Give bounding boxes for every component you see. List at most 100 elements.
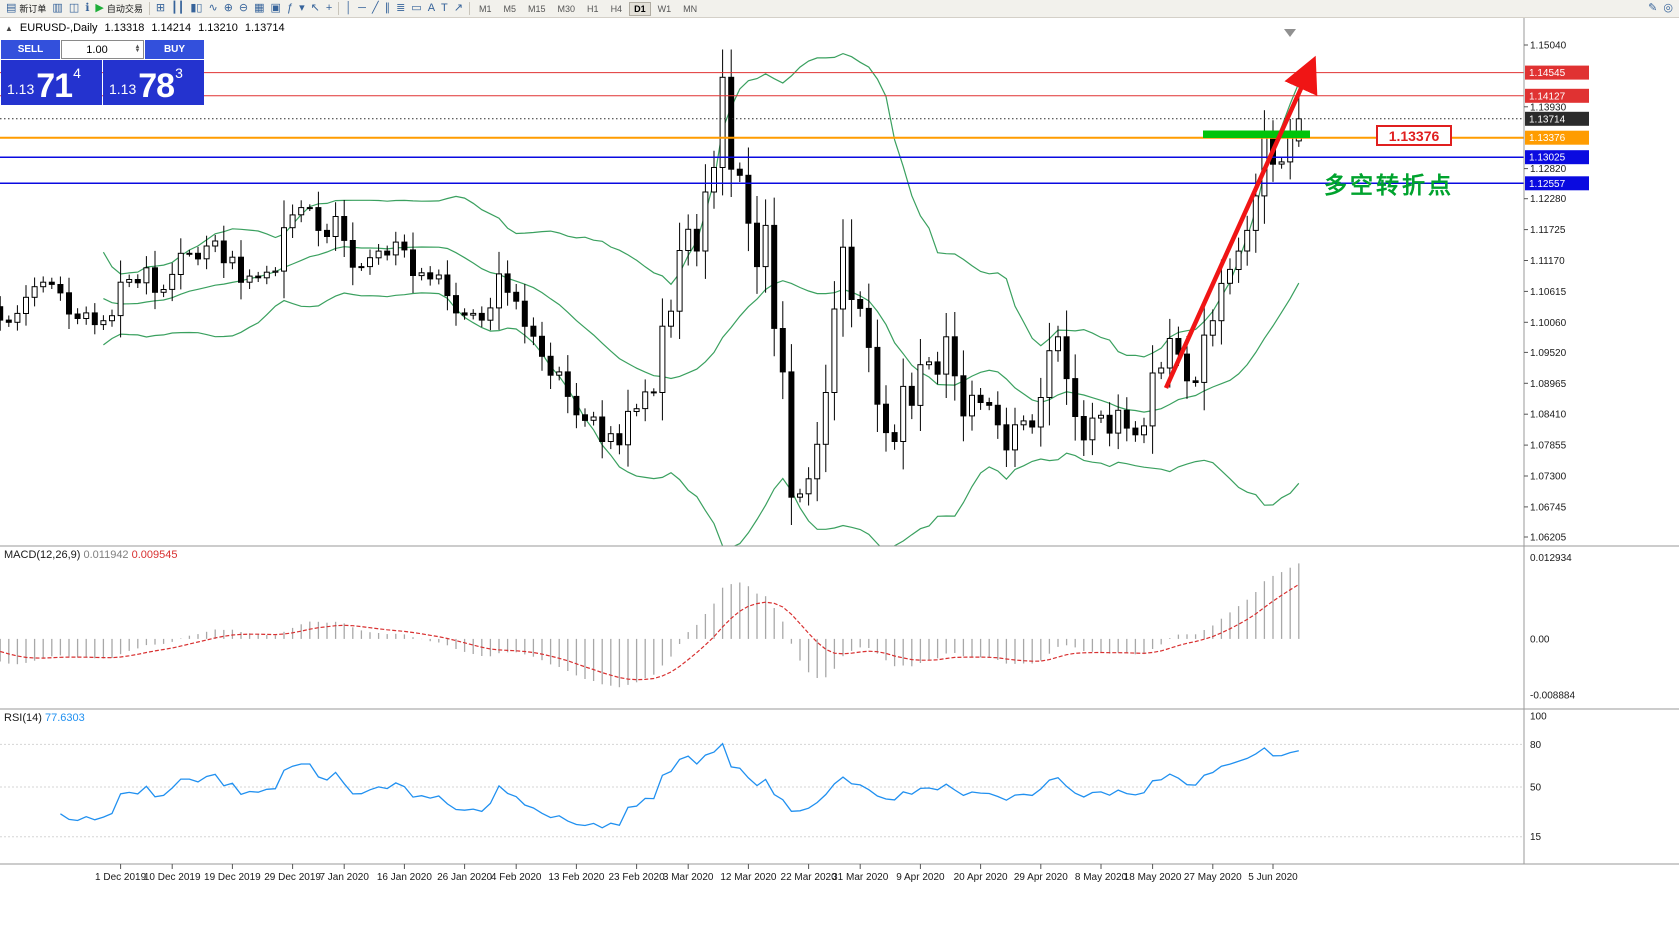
data-window-icon[interactable]: ◫	[66, 1, 82, 17]
timeframe-h1[interactable]: H1	[587, 3, 599, 14]
shapes-icon[interactable]: ▭	[408, 1, 424, 17]
chart-objects	[1163, 55, 1318, 389]
main-toolbar: ▤ 新订单 ▥ ◫ ℹ ▶ 自动交易 ⊞ ┃┃ ▮▯ ∿ ⊕ ⊖ ▦ ▣ ƒ ▾ ↖ + │ ─ ╱ ∥ ≣ ▭ A T ↗ M1 M5 M…	[0, 0, 1679, 18]
timeframe-h4[interactable]: H4	[610, 3, 623, 14]
timeframe-m1[interactable]: M1	[478, 3, 492, 14]
buy-button[interactable]: BUY	[145, 40, 204, 59]
chart-symbol: EURUSD-,Daily	[19, 22, 98, 34]
sell-price-button[interactable]: 1.13 71 4	[1, 60, 102, 105]
price-badge: 1.13714	[1525, 111, 1589, 126]
trendline-icon[interactable]: ╱	[369, 1, 382, 17]
zoom-out-icon[interactable]: ⊖	[236, 1, 251, 17]
price-tick-label: 1.06745	[1530, 502, 1567, 513]
date-label: 23 Feb 2020	[609, 872, 666, 883]
price-tick-label: 1.09520	[1530, 348, 1567, 359]
timeframe-m30[interactable]: M30	[557, 3, 576, 14]
date-label: 8 May 2020	[1075, 872, 1128, 883]
arrows-icon: ↗	[453, 2, 463, 14]
price-tick-label: 1.12820	[1530, 164, 1567, 175]
date-label: 3 Mar 2020	[663, 872, 714, 883]
one-click-trade-panel: SELL 1.00 ▲ ▼ BUY 1.13 71 4 1.13 78 3	[1, 40, 204, 105]
indicators-icon: ƒ	[286, 2, 294, 14]
support-bar-object[interactable]	[1203, 130, 1310, 139]
market-watch-icon[interactable]: ▥	[49, 1, 65, 17]
rsi-line	[60, 742, 1299, 829]
indicators-icon[interactable]: ƒ	[284, 1, 296, 17]
volume-spinner[interactable]: ▲ ▼	[132, 43, 143, 54]
edit-icon: ✎	[1648, 2, 1658, 14]
price-tick-label: 1.10060	[1530, 318, 1567, 329]
fibonacci-icon[interactable]: ≣	[393, 1, 408, 17]
timeframe-w1[interactable]: W1	[657, 3, 672, 14]
timeframe-d1[interactable]: D1	[629, 1, 651, 16]
annotation-text-object[interactable]: 多空转折点	[1324, 172, 1454, 198]
trend-arrow-object[interactable]	[1163, 55, 1318, 389]
buy-price-base: 1.13	[109, 81, 137, 97]
new-chart-icon[interactable]: ⊞	[153, 1, 168, 17]
spin-up-icon[interactable]: ▲	[134, 43, 141, 50]
price-tick-label: 1.11725	[1530, 225, 1566, 236]
candlestick-chart-icon: ▮▯	[190, 2, 203, 14]
horizontal-line-icon[interactable]: ─	[355, 1, 369, 17]
rsi-tick-label: 50	[1530, 783, 1542, 794]
horizontal-line-icon: ─	[358, 2, 366, 14]
line-chart-icon[interactable]: ∿	[205, 1, 220, 17]
price-tick-label: 1.12280	[1530, 194, 1567, 205]
price-badge: 1.12557	[1525, 176, 1589, 191]
svg-text:1.12557: 1.12557	[1529, 179, 1566, 190]
rsi-levels	[0, 743, 1524, 838]
auto-arrange-icon[interactable]: ▣	[268, 1, 284, 17]
chart-shift-icon[interactable]	[1284, 29, 1296, 37]
date-label: 9 Apr 2020	[896, 872, 945, 883]
indicators-dropdown-icon[interactable]: ▾	[296, 1, 308, 17]
sell-button[interactable]: SELL	[1, 40, 60, 59]
chart-window: 1.15040 1.13930 1.12820 1.12280 1.11725 1.111…	[0, 18, 1679, 940]
timeframe-m5[interactable]: M5	[503, 3, 517, 14]
candlestick-chart-icon[interactable]: ▮▯	[187, 1, 205, 17]
vertical-line-icon[interactable]: │	[342, 1, 355, 17]
volume-input[interactable]: 1.00 ▲ ▼	[61, 40, 144, 59]
svg-text:1.13714: 1.13714	[1529, 114, 1566, 125]
bar-chart-icon[interactable]: ┃┃	[168, 1, 187, 17]
ohlc-close: 1.13714	[244, 22, 285, 34]
price-badge: 1.14127	[1525, 88, 1589, 103]
volume-value[interactable]: 1.00	[86, 43, 108, 56]
arrows-icon[interactable]: ↗	[451, 1, 466, 17]
autotrading-button[interactable]: ▶ 自动交易	[92, 1, 145, 17]
fibonacci-icon: ≣	[396, 2, 406, 14]
pane-separators[interactable]	[0, 545, 1679, 865]
spin-down-icon[interactable]: ▼	[134, 47, 141, 54]
trendline-icon: ╱	[371, 2, 379, 14]
search-icon[interactable]: ◎	[1660, 1, 1676, 17]
tile-windows-icon[interactable]: ▦	[251, 1, 267, 17]
label-icon[interactable]: T	[438, 1, 451, 17]
price-tick-label: 1.15040	[1530, 41, 1567, 52]
new-order-button[interactable]: ▤ 新订单	[3, 1, 49, 17]
edit-icon[interactable]: ✎	[1645, 1, 1660, 17]
vertical-line-icon: │	[345, 2, 353, 14]
text-icon[interactable]: A	[425, 1, 438, 17]
svg-text:1.14545: 1.14545	[1529, 68, 1566, 79]
macd-histogram	[0, 563, 1300, 688]
price-badge: 1.14545	[1525, 65, 1589, 80]
price-label-object[interactable]: 1.13376	[1376, 125, 1452, 146]
date-label: 10 Dec 2019	[144, 872, 201, 883]
cursor-icon[interactable]: ↖	[308, 1, 323, 17]
label-icon: T	[441, 2, 448, 14]
zoom-in-icon[interactable]: ⊕	[221, 1, 236, 17]
toolbar-separator	[468, 2, 470, 15]
chart-plot-area[interactable]: 1.15040 1.13930 1.12820 1.12280 1.11725 1.111…	[0, 18, 1679, 940]
price-badge: 1.13376	[1525, 130, 1589, 145]
timeframe-mn[interactable]: MN	[683, 3, 698, 14]
toolbar-separator	[338, 2, 340, 15]
horizontal-lines	[0, 72, 1524, 185]
sell-price-base: 1.13	[7, 81, 35, 97]
macd-label: MACD(12,26,9) 0.011942 0.009545	[4, 549, 178, 561]
date-label: 16 Jan 2020	[377, 872, 432, 883]
navigator-icon[interactable]: ℹ	[82, 1, 92, 17]
buy-price-button[interactable]: 1.13 78 3	[103, 60, 204, 105]
timeframe-m15[interactable]: M15	[528, 3, 546, 14]
channel-icon[interactable]: ∥	[382, 1, 394, 17]
crosshair-icon[interactable]: +	[323, 1, 335, 17]
